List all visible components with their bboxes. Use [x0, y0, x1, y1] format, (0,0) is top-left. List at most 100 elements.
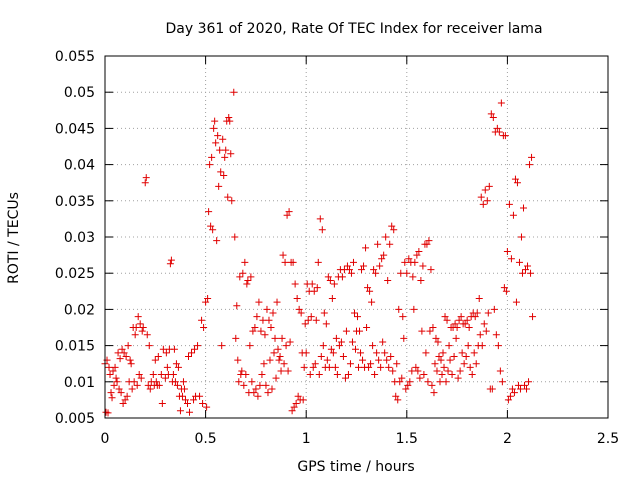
- data-point: [507, 255, 515, 263]
- data-point: [370, 266, 378, 274]
- data-point: [188, 349, 196, 357]
- data-point: [307, 313, 315, 321]
- data-point: [269, 309, 277, 317]
- data-point: [483, 197, 491, 205]
- data-point: [349, 258, 357, 266]
- data-point: [231, 233, 239, 241]
- data-point: [490, 305, 498, 313]
- data-point: [131, 331, 139, 339]
- data-point: [492, 331, 500, 339]
- data-point: [385, 363, 393, 371]
- data-point: [235, 378, 243, 386]
- data-point: [117, 389, 125, 397]
- data-point: [104, 409, 112, 417]
- data-point: [107, 389, 115, 397]
- data-point: [143, 331, 151, 339]
- data-point: [472, 360, 480, 368]
- data-point: [206, 161, 214, 169]
- data-point: [240, 381, 248, 389]
- data-point: [256, 381, 264, 389]
- data-point: [170, 345, 178, 353]
- data-point: [420, 371, 428, 379]
- data-point: [401, 258, 409, 266]
- data-point: [275, 356, 283, 364]
- data-point: [173, 381, 181, 389]
- data-point: [253, 313, 261, 321]
- data-point: [224, 193, 232, 201]
- data-point: [217, 168, 225, 176]
- data-point: [389, 367, 397, 375]
- data-point: [517, 233, 525, 241]
- data-point: [343, 262, 351, 270]
- data-point: [397, 269, 405, 277]
- data-point: [504, 396, 512, 404]
- data-point: [365, 363, 373, 371]
- data-point: [493, 124, 501, 132]
- data-point: [242, 371, 250, 379]
- data-point: [417, 276, 425, 284]
- data-point: [293, 295, 301, 303]
- data-point: [502, 287, 510, 295]
- data-point: [395, 305, 403, 313]
- data-point: [261, 331, 269, 339]
- data-point: [424, 378, 432, 386]
- data-point: [445, 342, 453, 350]
- data-point: [190, 396, 198, 404]
- data-point: [454, 374, 462, 382]
- data-point: [260, 360, 268, 368]
- data-point: [258, 371, 266, 379]
- data-point: [154, 352, 162, 360]
- data-point: [309, 363, 317, 371]
- data-point: [326, 276, 334, 284]
- x-tick-label: 2: [503, 431, 512, 447]
- data-point: [284, 367, 292, 375]
- y-tick-label: 0.055: [55, 49, 95, 65]
- data-point: [368, 298, 376, 306]
- data-point: [248, 378, 256, 386]
- data-point: [183, 400, 191, 408]
- data-point: [308, 280, 316, 288]
- data-point: [219, 135, 227, 143]
- data-point: [358, 266, 366, 274]
- data-point: [344, 371, 352, 379]
- data-point: [501, 132, 509, 140]
- data-point: [426, 327, 434, 335]
- data-point: [423, 240, 431, 248]
- y-tick-label: 0.015: [55, 339, 95, 355]
- data-point: [146, 385, 154, 393]
- data-point: [114, 349, 122, 357]
- data-point: [465, 324, 473, 331]
- data-point: [524, 262, 532, 270]
- data-point: [155, 381, 163, 389]
- data-point: [438, 371, 446, 379]
- data-point: [452, 334, 460, 342]
- data-point: [346, 360, 354, 368]
- data-point: [282, 342, 290, 350]
- data-point: [267, 324, 275, 331]
- data-point: [488, 385, 496, 393]
- data-point: [485, 182, 493, 190]
- x-tick-label: 0: [101, 431, 110, 447]
- data-point: [212, 139, 220, 147]
- data-point: [476, 331, 484, 339]
- data-point: [292, 400, 300, 408]
- data-point: [119, 400, 127, 408]
- data-point: [141, 179, 149, 187]
- data-point: [414, 367, 422, 375]
- data-point: [527, 269, 535, 277]
- data-point: [511, 175, 519, 183]
- data-point: [337, 338, 345, 346]
- y-tick-label: 0.01: [64, 375, 95, 391]
- data-point: [398, 374, 406, 382]
- data-point: [374, 240, 382, 248]
- data-point: [482, 327, 490, 335]
- data-point: [386, 240, 394, 248]
- data-point: [112, 374, 120, 382]
- data-point: [169, 371, 177, 379]
- y-tick-label: 0.005: [55, 411, 95, 427]
- data-point: [521, 381, 529, 389]
- data-point: [115, 385, 123, 393]
- data-point: [203, 403, 211, 411]
- data-point: [254, 392, 262, 400]
- data-point: [439, 349, 447, 357]
